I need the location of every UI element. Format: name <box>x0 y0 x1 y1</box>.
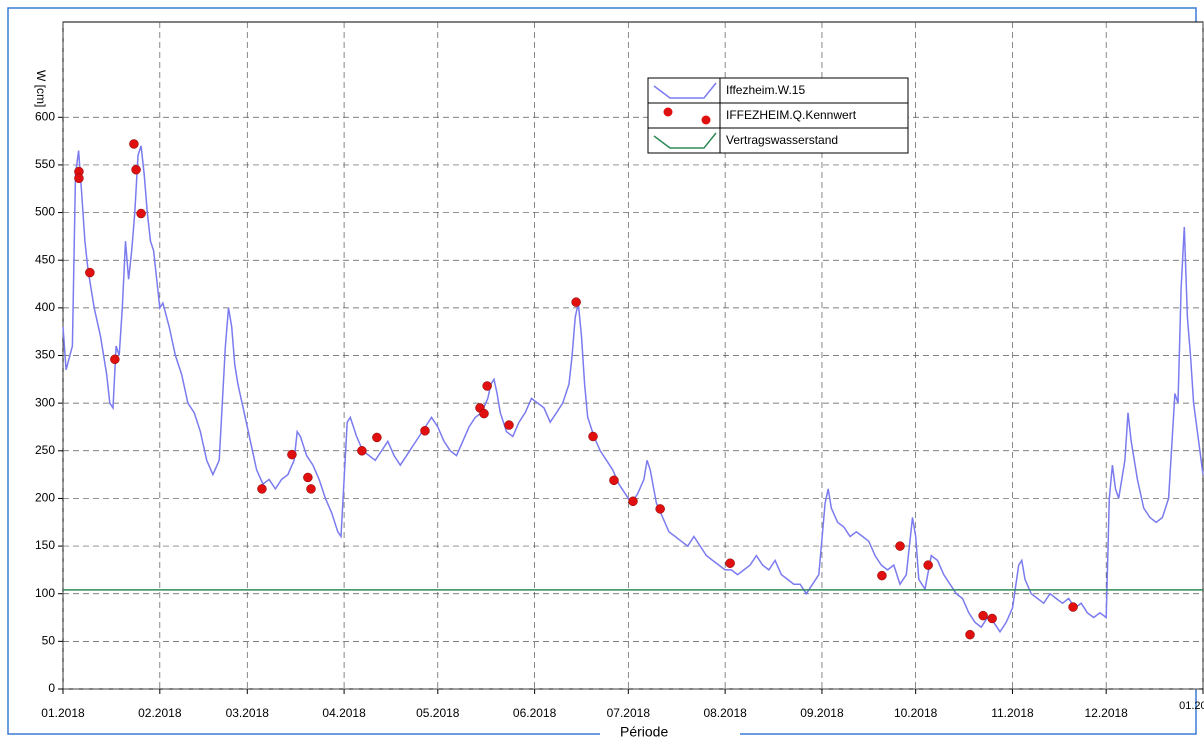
x-tick-label: 10.2018 <box>894 706 938 720</box>
y-tick-label: 350 <box>35 348 55 362</box>
x-tick-label: 09.2018 <box>800 706 844 720</box>
y-tick-label: 150 <box>35 538 55 552</box>
y-tick-label: 250 <box>35 443 55 457</box>
data-point <box>725 558 735 568</box>
data-point <box>131 164 141 175</box>
x-tick-label: 05.2018 <box>416 706 460 720</box>
x-tick-label: 02.2018 <box>138 706 182 720</box>
legend-swatch <box>663 107 673 117</box>
data-point <box>372 432 382 443</box>
data-point <box>303 472 313 483</box>
data-point <box>978 610 988 621</box>
data-point <box>85 267 95 278</box>
y-tick-label: 100 <box>35 586 55 600</box>
data-point <box>306 484 316 494</box>
marks <box>62 139 1204 640</box>
y-tick-label: 400 <box>35 300 55 314</box>
legend-swatch <box>701 115 711 125</box>
data-point <box>1068 602 1078 612</box>
data-point <box>110 354 120 365</box>
data-point <box>257 484 267 494</box>
data-point <box>965 629 975 640</box>
data-point <box>987 613 997 624</box>
legend-label: Vertragswasserstand <box>726 133 838 147</box>
y-tick-label: 500 <box>35 205 55 219</box>
data-point <box>420 426 430 436</box>
data-point <box>923 560 933 570</box>
y-tick-label: 450 <box>35 252 55 266</box>
y-tick-label: 200 <box>35 491 55 505</box>
data-point <box>588 431 598 442</box>
data-point <box>609 475 619 486</box>
x-tick-label: 04.2018 <box>322 706 366 720</box>
y-tick-label: 600 <box>35 109 55 123</box>
x-tick-label: 01.2018 <box>41 706 85 720</box>
data-point <box>482 381 492 391</box>
data-point <box>655 504 665 514</box>
legend-swatch <box>653 132 717 149</box>
y-tick-label: 300 <box>35 395 55 409</box>
y-tick-label: 0 <box>48 681 55 695</box>
frame-gap <box>600 726 740 742</box>
y-tick-label: 550 <box>35 157 55 171</box>
data-point <box>895 541 905 551</box>
legend-swatch <box>653 82 717 99</box>
data-point <box>877 570 887 581</box>
data-point <box>74 173 84 184</box>
data-point <box>571 297 581 307</box>
x-tick-label: 11.2018 <box>991 706 1034 720</box>
y-axis-label: W [cm] <box>34 70 48 107</box>
legend-box <box>647 102 721 129</box>
data-point <box>136 208 146 219</box>
x-tick-label: 03.2018 <box>226 706 270 720</box>
x-tick-label: 12.2018 <box>1084 706 1128 720</box>
x-tick-label: 06.2018 <box>513 706 557 720</box>
data-point <box>287 449 297 460</box>
y-tick-label: 50 <box>42 634 56 648</box>
data-point <box>479 408 489 419</box>
legend-box <box>719 77 909 104</box>
legend-label: IFFEZHEIM.Q.Kennwert <box>726 108 857 122</box>
data-point <box>628 496 638 507</box>
data-point <box>504 420 514 430</box>
x-tick-label: 01.2019 <box>1179 700 1204 712</box>
data-point <box>357 446 367 456</box>
legend-label: Iffezheim.W.15 <box>726 83 805 97</box>
data-point <box>129 139 139 149</box>
legend-box <box>719 127 909 154</box>
x-tick-label: 07.2018 <box>607 706 651 720</box>
x-axis-label: Période <box>620 724 668 740</box>
x-tick-label: 08.2018 <box>703 706 747 720</box>
legend: Iffezheim.W.15 IFFEZHEIM.Q.Kennwert Vertra… <box>647 77 909 154</box>
